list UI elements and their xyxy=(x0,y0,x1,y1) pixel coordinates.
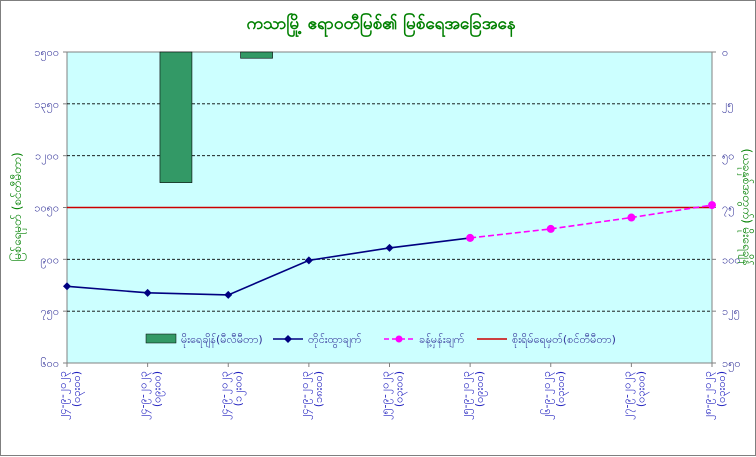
forecast-line xyxy=(470,204,713,239)
x-tick-date: ၂၇-၉-၂၀၂၃ xyxy=(620,371,635,420)
legend-rain-swatch xyxy=(145,333,177,344)
rain-bar xyxy=(159,51,193,183)
right-tick-label: ၅၀ xyxy=(722,150,734,165)
forecast-point xyxy=(466,233,475,242)
x-tick-date: ၂၆-၉-၂၀၂၃ xyxy=(540,371,555,420)
left-tick-label: ၁၂၀၀ xyxy=(35,150,59,165)
legend-danger-label: စိုးရိမ်ရေမှတ်(စင်တီမီတာ) xyxy=(512,333,616,348)
right-tick-label: ၂၅ xyxy=(722,98,734,113)
legend-forecast-label: ခန့်မှန်းချက် xyxy=(419,333,465,348)
right-tick-label: ၇၅ xyxy=(722,202,734,217)
observed-point xyxy=(385,243,394,252)
x-tick-date: ၂၅-၉-၂၀၂၃ xyxy=(379,371,394,420)
x-tick-date: ၂၅-၉-၂၀၂၃ xyxy=(459,371,474,420)
chart-title: ကသာမြို့ ဧရာဝတီမြစ်၏ မြစ်ရေအခြေအနေ xyxy=(246,11,515,38)
left-tick-label: ၆၀၀ xyxy=(40,357,59,370)
observed-point xyxy=(304,256,313,265)
right-tick-label: ၁၅၀ xyxy=(722,357,741,372)
left-axis-ticks: ၆၀၀ ၇၅၀ ၉၀၀ ၁၀၅၀ ၁၂၀၀ ၁၃၅၀ ၁၅၀၀ xyxy=(34,46,67,370)
forecast-point xyxy=(627,213,636,222)
left-axis-label: မြစ်ရေမှတ် (စင်တီမီတာ) xyxy=(8,152,27,261)
x-tick-date: ၂၄-၉-၂၀၂၃ xyxy=(298,371,313,420)
x-tick-date: ၂၄-၉-၂၀၂၃ xyxy=(137,371,152,420)
left-tick-label: ၁၀၅၀ xyxy=(34,202,59,217)
left-tick-label: ၉၀၀ xyxy=(40,253,59,268)
left-tick-label: ၁၅၀၀ xyxy=(34,46,59,61)
observed-line xyxy=(66,237,471,296)
x-tick-time: (၀၃း၀၀) xyxy=(70,371,85,407)
x-axis-ticks: ၂၄-၉-၂၀၂၃ (၀၃း၀၀) ၂၄-၉-၂၀၂၃ (၀၉း၀၀) ၂၄-၉-၂၀၂… xyxy=(56,363,730,420)
right-axis-label: (ယခုနှစ်အတွက်) မိုးရေချိန် xyxy=(737,148,755,265)
left-tick-label: ၁၃၅၀ xyxy=(34,98,59,113)
observed-point xyxy=(63,282,71,291)
series-markers xyxy=(63,201,716,299)
x-tick-time: (၀၉း၀၀) xyxy=(473,371,488,407)
observed-point xyxy=(143,288,152,297)
x-tick-date: ၂၄-၉-၂၀၂၃ xyxy=(56,371,71,420)
forecast-point xyxy=(546,224,555,233)
series-lines xyxy=(66,204,713,296)
legend-observed-label: တိုင်းထွာချက် xyxy=(308,333,362,348)
x-tick-time: (၀၃း၀၀) xyxy=(393,371,408,407)
legend: မိုးရေချိန်(မီလီမီတာ) တိုင်းထွာချက် ခန့်… xyxy=(145,333,616,348)
x-tick-time: (၀၃း၀၀) xyxy=(715,371,730,407)
forecast-point xyxy=(708,201,716,210)
x-tick-date: ၂၈-၉-၂၀၂၃ xyxy=(701,371,716,420)
rain-bar xyxy=(240,51,273,59)
rainfall-bars xyxy=(159,51,273,183)
x-tick-time: (၀၉း၀၀) xyxy=(151,371,166,407)
x-tick-time: (၀၃း၀၀) xyxy=(554,371,569,407)
left-tick-label: ၇၅၀ xyxy=(40,305,59,320)
legend-observed-marker xyxy=(284,335,292,343)
right-tick-label: ၁၀၀ xyxy=(722,253,741,266)
observed-point xyxy=(224,290,233,299)
x-tick-date: ၂၄-၉-၂၀၂၃ xyxy=(217,371,232,420)
x-tick-time: (၀၃း၀၀) xyxy=(634,371,649,407)
legend-rain-label: မိုးရေချိန်(မီလီမီတာ) xyxy=(181,333,263,348)
x-tick-time: (၁၂း၀၀) xyxy=(231,371,246,406)
x-tick-time: (၁၈း၀၀) xyxy=(312,371,325,407)
right-tick-label: ၀ xyxy=(722,46,728,59)
right-tick-label: ၁၂၅ xyxy=(722,305,740,320)
legend-forecast-marker xyxy=(395,335,403,343)
